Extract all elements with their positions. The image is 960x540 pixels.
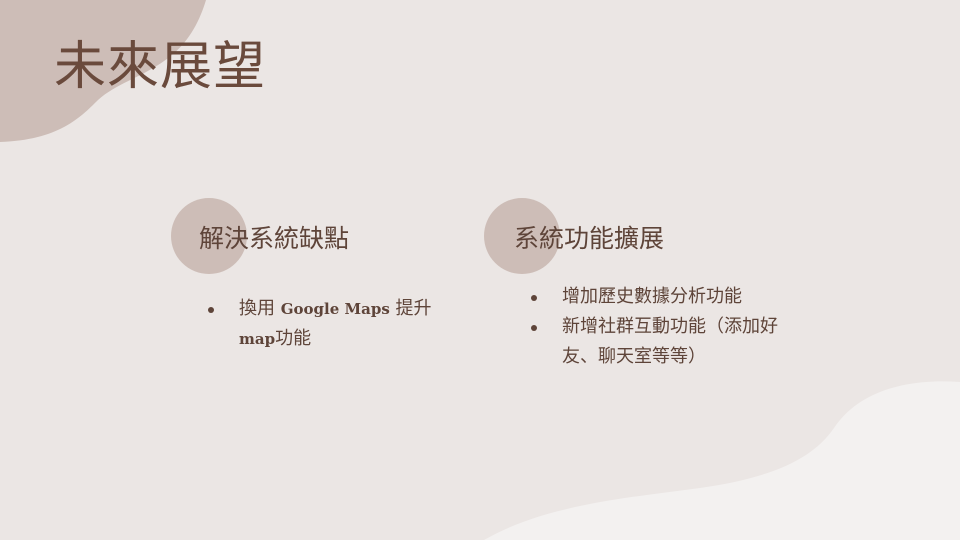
list-item: 增加歷史數據分析功能 — [528, 282, 783, 312]
list-item: 新增社群互動功能（添加好友、聊天室等等） — [528, 312, 783, 372]
bottom-right-wave — [484, 381, 960, 540]
bullet-list-fix-weaknesses: 換用 Google Maps 提升 map功能 — [205, 294, 455, 354]
bullet-list-feature-expansion: 增加歷史數據分析功能 新增社群互動功能（添加好友、聊天室等等） — [528, 282, 783, 372]
column-heading-fix-weaknesses: 解決系統缺點 — [199, 222, 349, 256]
column-heading-feature-expansion: 系統功能擴展 — [514, 222, 664, 256]
list-item: 換用 Google Maps 提升 map功能 — [205, 294, 455, 354]
slide-title: 未來展望 — [54, 34, 266, 100]
